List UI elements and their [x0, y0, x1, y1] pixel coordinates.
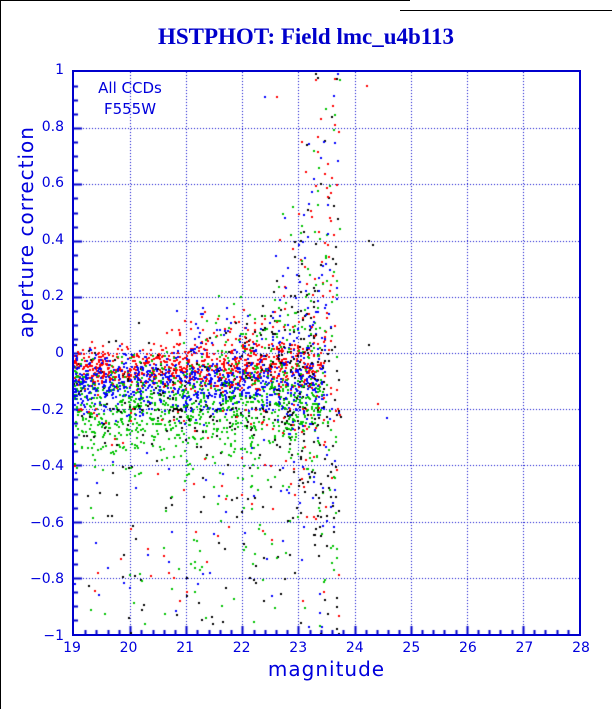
y-tick-label: −0.6 [30, 514, 64, 531]
y-tick-label: 0.4 [41, 231, 64, 248]
x-axis-title: magnitude [267, 657, 386, 681]
y-tick-label: −1 [43, 628, 64, 644]
x-tick-label: 22 [232, 640, 251, 656]
x-tick-label: 25 [402, 640, 421, 656]
y-tick-label: 1 [55, 62, 64, 78]
y-tick-label: 0.2 [41, 288, 64, 305]
x-tick-label: 21 [176, 640, 195, 656]
plot-frame [72, 70, 581, 636]
x-tick-label: 24 [345, 640, 364, 656]
y-tick-label: 0 [55, 345, 64, 361]
y-tick-label: −0.8 [30, 571, 64, 588]
scatter-canvas [74, 72, 579, 634]
x-tick-label: 27 [515, 640, 534, 656]
y-tick-label: −0.2 [30, 401, 64, 418]
window-edge-top-right [400, 10, 612, 11]
window-edge-top [0, 0, 410, 1]
chart-title: HSTPHOT: Field lmc_u4b113 [157, 24, 455, 49]
annotation-filter: F555W [103, 100, 157, 118]
x-tick-label: 19 [63, 640, 81, 656]
x-tick-label: 20 [119, 640, 138, 656]
x-tick-label: 26 [458, 640, 477, 656]
x-tick-label: 28 [572, 640, 590, 656]
window-edge-left [0, 0, 1, 709]
x-tick-label: 23 [289, 640, 308, 656]
y-tick-label: −0.4 [30, 458, 64, 475]
annotation-ccds: All CCDs [98, 79, 162, 97]
y-tick-label: 0.8 [41, 118, 64, 135]
y-tick-label: 0.6 [41, 175, 64, 192]
